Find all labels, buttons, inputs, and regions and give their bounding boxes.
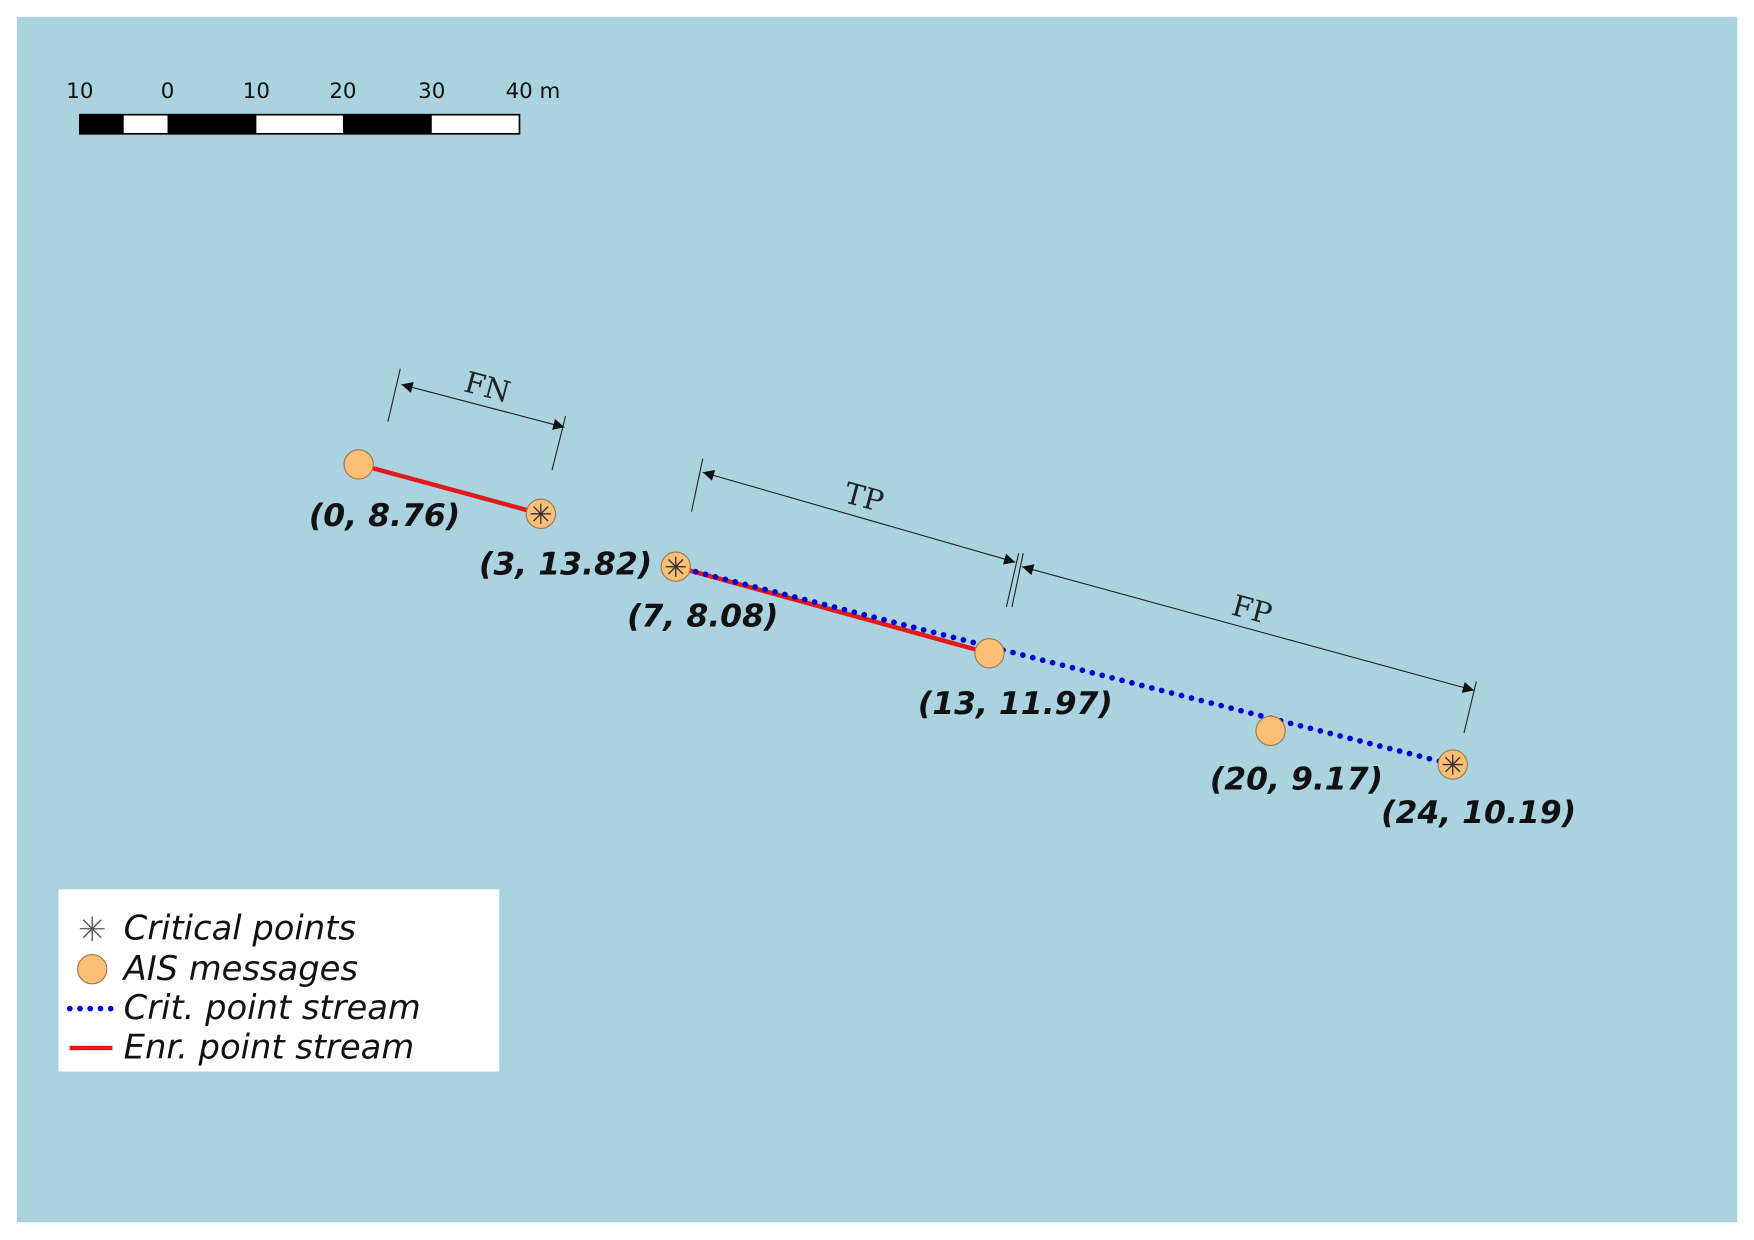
point-label: (3, 13.82) <box>479 547 652 583</box>
point-label: (13, 11.97) <box>918 686 1113 722</box>
map-content: 10 0 10 20 30 40 m (0, 8.76) (3, 13.82) … <box>16 16 1738 1223</box>
legend-text: Critical points <box>124 908 356 947</box>
enr-stream <box>358 462 542 517</box>
scale-bar: 10 0 10 20 30 40 m <box>66 79 561 135</box>
legend-icon <box>77 954 108 985</box>
critical-point <box>525 498 557 530</box>
ais-point <box>343 449 374 480</box>
ais-point <box>974 638 1005 669</box>
point-label: (24, 10.19) <box>1381 795 1576 831</box>
point-label: (7, 8.08) <box>627 598 778 634</box>
point-label: (0, 8.76) <box>309 498 460 534</box>
legend: Critical points AIS messages Crit. point… <box>58 889 500 1072</box>
scale-label: 0 <box>161 79 175 104</box>
point-label: (20, 9.17) <box>1210 761 1383 797</box>
enr-stream <box>675 564 991 656</box>
legend-icon <box>79 916 105 942</box>
legend-text: Crit. point stream <box>124 988 421 1027</box>
legend-text: AIS messages <box>122 949 358 988</box>
scale-label: 10 <box>66 79 93 104</box>
scale-label: 40 m <box>506 79 561 104</box>
legend-text: Enr. point stream <box>124 1028 415 1067</box>
scale-label: 10 <box>243 79 270 104</box>
critical-point <box>1437 749 1469 780</box>
scale-label: 30 <box>418 79 445 104</box>
dimension-fp: FP <box>1011 553 1477 734</box>
scale-label: 20 <box>329 79 356 104</box>
critical-point <box>660 551 692 582</box>
ais-point <box>1255 715 1286 747</box>
